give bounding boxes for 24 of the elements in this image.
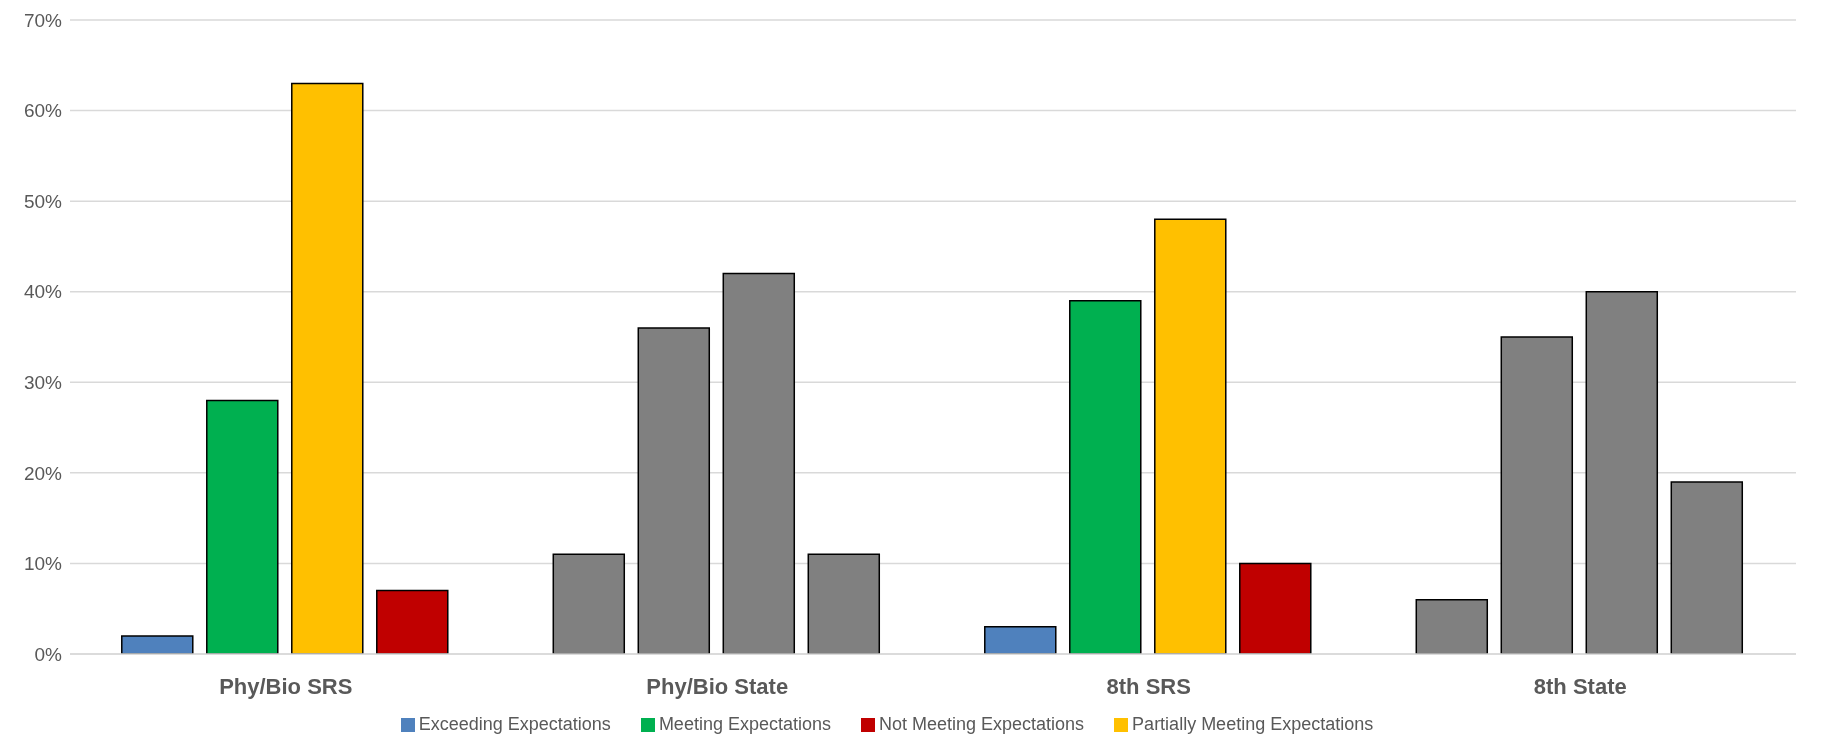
y-tick-label: 30% [23, 372, 63, 394]
y-tick-label: 10% [23, 553, 63, 575]
legend-label: Exceeding Expectations [418, 714, 611, 734]
y-tick-label: 0% [34, 643, 63, 665]
bar [121, 635, 194, 654]
bar [1154, 218, 1227, 654]
y-tick-label: 40% [23, 281, 63, 303]
y-tick-label: 60% [23, 100, 63, 122]
bar [984, 626, 1057, 654]
y-tick-label: 70% [23, 9, 63, 31]
bar [1069, 300, 1142, 654]
bar [291, 82, 364, 654]
bar [376, 589, 449, 654]
x-tick-label: 8th SRS [1106, 673, 1191, 699]
y-tick-label: 50% [23, 190, 63, 212]
x-tick-label: Phy/Bio SRS [219, 673, 353, 699]
legend-label: Partially Meeting Expectations [1132, 714, 1374, 734]
x-tick-label: 8th State [1533, 673, 1627, 699]
x-tick-label: Phy/Bio State [646, 673, 789, 699]
legend-label: Meeting Expectations [658, 714, 831, 734]
bar [1239, 562, 1312, 654]
bar [206, 399, 279, 654]
y-tick-label: 20% [23, 462, 63, 484]
legend-label: Not Meeting Expectations [878, 714, 1085, 734]
